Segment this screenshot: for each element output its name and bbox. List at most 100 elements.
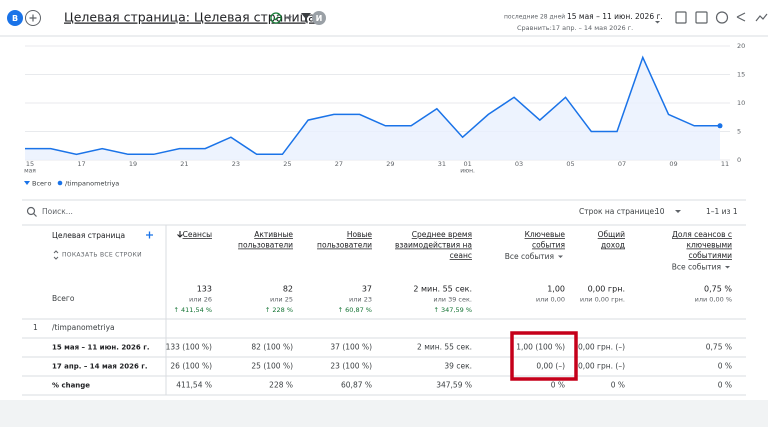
column-header: события (532, 241, 565, 250)
subrow-cell: 23 (100 %) (330, 362, 372, 371)
total-value: 37 (362, 285, 372, 294)
legend-label: Всего (32, 180, 51, 188)
expand-icon (53, 250, 59, 260)
x-tick-label: 31 (438, 160, 446, 168)
filter-arrow (558, 255, 563, 258)
subrow-label: 17 апр. – 14 мая 2026 г. (52, 363, 148, 371)
column-header: Ключевые (525, 230, 566, 239)
subrow-cell: 0 % (611, 381, 625, 390)
x-tick-label: 27 (335, 160, 343, 168)
avatar[interactable] (7, 10, 23, 26)
status-icon (270, 12, 282, 24)
row-index: 1 (33, 323, 38, 332)
search-icon-handle (33, 213, 37, 217)
total-value: 82 (283, 285, 293, 294)
rows-dropdown[interactable] (675, 210, 681, 213)
compare-icon[interactable] (695, 11, 708, 24)
total-value: 0,00 грн. (588, 285, 625, 294)
x-tick-sublabel: июн. (460, 168, 475, 175)
column-header: взаимодействия на (395, 241, 472, 250)
y-tick-label: 20 (737, 42, 745, 50)
x-tick-label: 25 (283, 160, 291, 168)
column-header: Среднее время (412, 230, 472, 239)
column-header: Активные (254, 230, 293, 239)
subrow-cell: 60,87 % (341, 381, 372, 390)
totals-label: Всего (52, 294, 75, 303)
share-icon[interactable] (736, 12, 746, 22)
total-compare: или 0,00 % (695, 296, 732, 304)
total-value: 0,75 % (704, 285, 732, 294)
range-dropdown[interactable] (655, 21, 660, 24)
subrow-cell: 25 (100 %) (251, 362, 293, 371)
y-tick-label: 10 (737, 99, 745, 107)
status-check (273, 16, 279, 21)
rows-per-page[interactable]: 10 (655, 207, 665, 216)
total-compare: или 25 (270, 296, 293, 304)
column-header: доход (601, 241, 625, 250)
subrow-cell: 0,00 грн. (–) (578, 343, 625, 352)
column-header: событиями (688, 251, 732, 260)
x-tick-label: 21 (180, 160, 188, 168)
area (25, 57, 720, 160)
total-change: ↑ 411,54 % (174, 306, 213, 314)
column-header: Сеансы (183, 230, 212, 239)
avatar2-letter: И (316, 14, 323, 23)
rows-per-page-label: Строк на странице: (579, 207, 657, 216)
subrow-cell: 26 (100 %) (170, 362, 212, 371)
x-tick-label: 23 (232, 160, 240, 168)
subrow-cell: 0 % (718, 381, 732, 390)
date-range[interactable]: 15 мая – 11 июн. 2026 г. (567, 12, 663, 21)
highlight-box (510, 331, 578, 381)
sort-arrow (177, 231, 183, 238)
line (25, 55, 720, 156)
subrow-cell: 133 (100 %) (166, 343, 212, 352)
legend-marker (24, 181, 30, 185)
show-all-rows[interactable]: ПОКАЗАТЬ ВСЕ СТРОКИ (62, 252, 142, 259)
total-value: 133 (197, 285, 212, 294)
x-tick-label: 29 (386, 160, 394, 168)
subrow-cell: 2 мин. 55 сек. (417, 343, 472, 352)
column-header: ключевыми (686, 241, 732, 250)
x-tick-label: 01 (463, 160, 471, 168)
y-tick-label: 5 (737, 128, 741, 136)
page-title[interactable]: Целевая страница: Целевая страница (64, 10, 316, 25)
x-tick-label: 09 (669, 160, 677, 168)
total-change: ↑ 60,87 % (338, 306, 372, 314)
search-icon (26, 206, 36, 216)
legend-marker (57, 180, 63, 186)
total-compare: или 0,00 (536, 296, 565, 304)
subrow-cell: 228 % (269, 381, 293, 390)
subrow-cell: 82 (100 %) (251, 343, 293, 352)
event-filter: Все события (672, 263, 721, 272)
add-icon (29, 14, 37, 22)
dropdown-arrow[interactable] (286, 16, 292, 20)
column-header: Новые (347, 230, 373, 239)
dimension-header[interactable]: Целевая страница (52, 231, 125, 240)
x-tick-label: 19 (129, 160, 137, 168)
search-input[interactable]: Поиск... (42, 207, 73, 216)
y-tick-label: 15 (737, 71, 745, 79)
subrow-label: % change (52, 382, 90, 390)
column-header: пользователи (317, 241, 372, 250)
subrow-label: 15 мая – 11 июн. 2026 г. (52, 344, 150, 352)
x-tick-label: 07 (618, 160, 626, 168)
filter-icon[interactable] (301, 13, 311, 23)
row-label: /timpanometriya (52, 323, 115, 332)
filter-arrow (725, 266, 730, 269)
range-label: последние 28 дней (504, 14, 565, 21)
total-compare: или 0,00 грн. (580, 296, 625, 304)
report-icon[interactable] (675, 11, 687, 24)
x-tick-label: 05 (566, 160, 574, 168)
subrow-cell: 0,00 грн. (–) (578, 362, 625, 371)
x-tick-label: 15 (26, 160, 34, 168)
subrow-cell: 411,54 % (176, 381, 212, 390)
subrow-cell: 0 % (718, 362, 732, 371)
x-tick-label: 03 (515, 160, 523, 168)
trend-icon[interactable] (755, 13, 768, 22)
event-filter: Все события (505, 252, 554, 261)
insights-icon[interactable] (715, 11, 729, 24)
add-dimension[interactable] (146, 231, 153, 239)
